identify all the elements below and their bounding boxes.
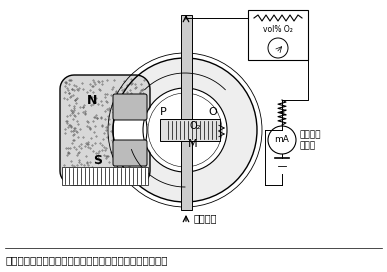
- Text: O₂: O₂: [189, 121, 201, 131]
- Text: 図９　磁気風法酸素計測器の構造例（ドーナツ状測定室）: 図９ 磁気風法酸素計測器の構造例（ドーナツ状測定室）: [5, 255, 168, 265]
- Bar: [180, 15, 192, 120]
- Text: P: P: [159, 107, 166, 117]
- Text: O: O: [209, 107, 217, 117]
- Bar: [160, 119, 220, 141]
- Text: vol% O₂: vol% O₂: [263, 26, 293, 35]
- FancyBboxPatch shape: [113, 94, 147, 120]
- Bar: [62, 167, 148, 185]
- Text: N: N: [87, 94, 97, 107]
- Text: ブリッジ
電流計: ブリッジ 電流計: [299, 130, 320, 150]
- FancyBboxPatch shape: [113, 140, 147, 166]
- Bar: [248, 10, 308, 60]
- Circle shape: [144, 89, 226, 171]
- Text: M: M: [188, 139, 198, 149]
- Text: mA: mA: [274, 135, 289, 144]
- Text: S: S: [94, 153, 103, 166]
- Polygon shape: [60, 75, 150, 185]
- Ellipse shape: [113, 101, 147, 159]
- Bar: [180, 140, 192, 210]
- Text: 測定ガス: 測定ガス: [194, 213, 217, 223]
